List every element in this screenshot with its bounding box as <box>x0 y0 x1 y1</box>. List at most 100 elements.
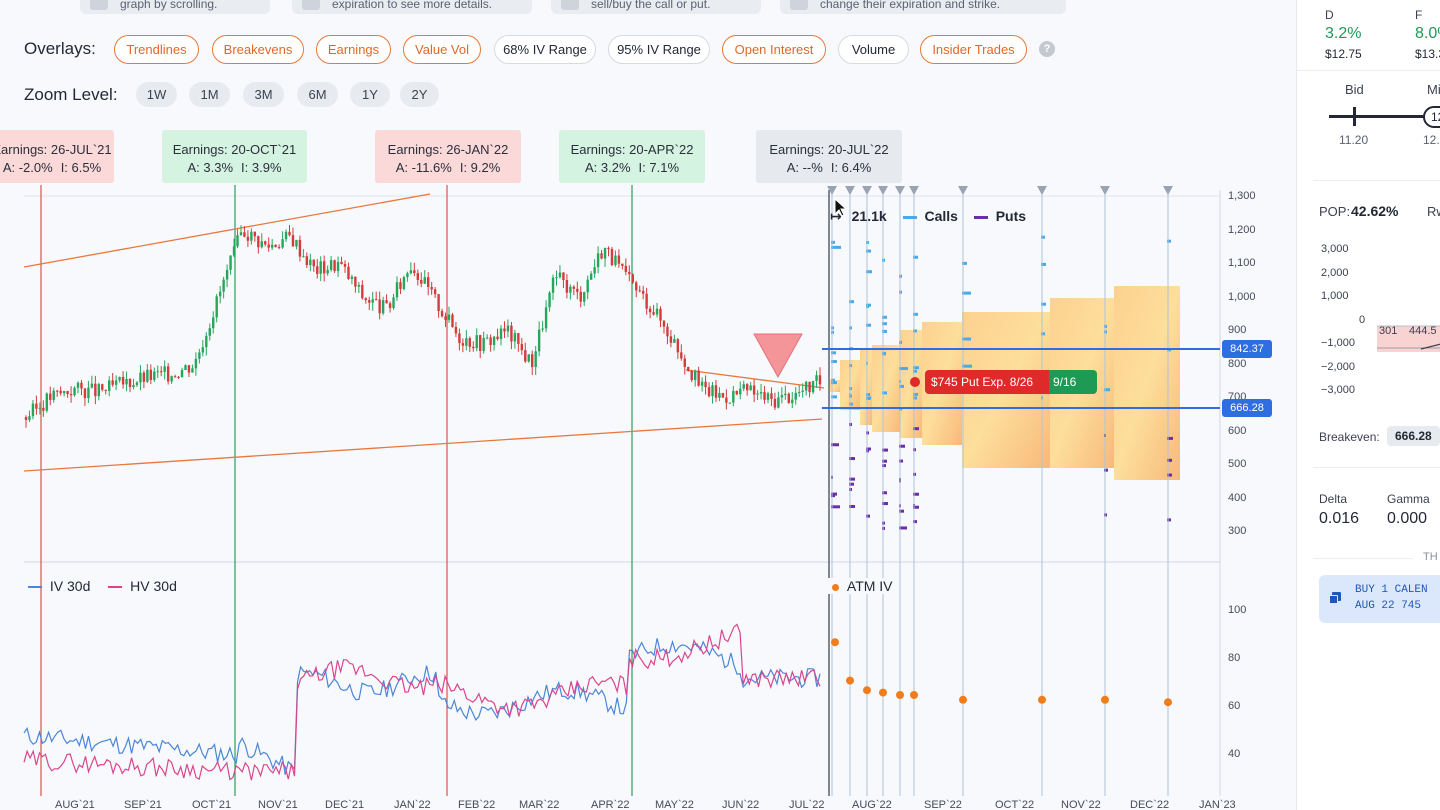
atm-iv-point <box>910 691 918 699</box>
trade-dot[interactable] <box>910 377 920 387</box>
open-interest-icon: ↦ <box>830 208 842 224</box>
mid-value: 12. <box>1423 133 1440 147</box>
mid-price-handle[interactable]: 12. <box>1423 106 1440 128</box>
expiration-marker[interactable] <box>862 186 872 195</box>
candle-body <box>257 236 260 248</box>
price-tick: 1,000 <box>1228 290 1256 303</box>
candle-body <box>725 397 728 403</box>
breakeven-lines <box>822 348 1220 409</box>
put-oi-bar <box>882 448 888 452</box>
candle-body <box>305 256 309 266</box>
candle-body <box>447 314 451 320</box>
iv-label: IV 30d <box>49 578 91 594</box>
expiration-marker[interactable] <box>1163 186 1173 195</box>
candle-body <box>492 336 496 345</box>
call-oi-bar <box>831 360 837 364</box>
pl-tick: 1,000 <box>1321 290 1349 302</box>
price-tick: 500 <box>1228 458 1247 470</box>
expiration-marker[interactable] <box>1100 186 1110 195</box>
candle-body <box>499 328 503 340</box>
zoom-1m-button[interactable]: 1M <box>189 82 230 107</box>
puts-label: Puts <box>995 208 1027 224</box>
earnings-actual: A: -2.0% <box>2 160 53 175</box>
candle-body <box>610 249 614 266</box>
expiration-marker[interactable] <box>827 186 837 195</box>
candle-body <box>475 335 478 349</box>
earnings-box[interactable]: Earnings: 26-JAN`22 A: -11.6% I: 9.2% <box>375 130 521 183</box>
put-oi-bar <box>913 427 919 431</box>
candle-body <box>735 390 738 395</box>
candle-body <box>260 241 263 248</box>
pop-value: 42.62% <box>1351 203 1399 219</box>
overlay-value-vol[interactable]: Value Vol <box>403 35 481 64</box>
candle-body <box>277 247 281 249</box>
hint-text: sell/buy the call or put. <box>591 0 711 11</box>
overlay-breakevens[interactable]: Breakevens <box>212 35 304 64</box>
candle-body <box>569 286 572 293</box>
value-vol-block <box>872 345 900 432</box>
candle-body <box>711 385 714 397</box>
candle-body <box>683 358 686 368</box>
candle-body <box>728 402 732 404</box>
candle-body <box>170 376 173 382</box>
overlay-open-interest[interactable]: Open Interest <box>722 35 826 64</box>
expiration-marker[interactable] <box>845 186 855 195</box>
expiration-marker[interactable] <box>958 186 968 195</box>
candle-body <box>763 392 766 400</box>
zoom-1w-button[interactable]: 1W <box>136 82 177 107</box>
candle-body <box>329 260 333 270</box>
earnings-title: Earnings: 26-JUL`21 <box>0 142 112 157</box>
candle-body <box>700 381 704 386</box>
expiration-marker[interactable] <box>878 186 888 195</box>
call-oi-bar <box>913 329 917 333</box>
time-tick: JAN`23 <box>1199 799 1236 810</box>
candle-body <box>766 393 770 400</box>
candle-body <box>440 311 444 317</box>
candle-body <box>90 383 94 388</box>
call-oi-bar <box>831 395 837 399</box>
candle-body <box>368 300 371 303</box>
overlay-68-iv-range[interactable]: 68% IV Range <box>494 35 596 64</box>
candle-body <box>302 256 305 258</box>
order-summary[interactable]: BUY 1 CALEN AUG 22 745 <box>1319 575 1440 623</box>
atm-iv-point <box>1101 695 1109 704</box>
trade-badge[interactable]: $745 Put Exp. 8/26 9/16 <box>925 370 1097 394</box>
candle-body <box>617 255 621 264</box>
expiration-markers[interactable] <box>827 186 1173 195</box>
zoom-1y-button[interactable]: 1Y <box>350 82 390 107</box>
put-oi-bar <box>866 447 871 451</box>
bid-label: Bid <box>1345 82 1364 97</box>
leg-d-pct: 3.2% <box>1325 25 1362 42</box>
expiration-marker[interactable] <box>1037 186 1047 195</box>
overlay-volume[interactable]: Volume <box>838 35 909 64</box>
copy-icon[interactable] <box>1329 592 1341 604</box>
time-tick: JAN`22 <box>394 799 431 810</box>
candle-body <box>184 365 187 370</box>
zoom-3m-button[interactable]: 3M <box>243 82 284 107</box>
zoom-2y-button[interactable]: 2Y <box>400 82 439 107</box>
expiration-marker[interactable] <box>895 186 905 195</box>
expiration-marker[interactable] <box>909 186 919 195</box>
candle-body <box>298 239 302 257</box>
price-tick: 600 <box>1228 424 1247 437</box>
earnings-box[interactable]: Earnings: 26-JUL`21 A: -2.0% I: 6.5% <box>0 130 114 183</box>
price-slider-track[interactable] <box>1329 115 1440 118</box>
overlay-trendlines[interactable]: Trendlines <box>114 35 199 64</box>
overlay-95-iv-range[interactable]: 95% IV Range <box>608 35 710 64</box>
hint-text: change their expiration and strike. <box>820 0 1001 11</box>
help-icon[interactable]: ? <box>1039 41 1055 57</box>
pl-tick: 3,000 <box>1321 243 1349 255</box>
price-chart[interactable] <box>0 185 1296 810</box>
overlay-earnings[interactable]: Earnings <box>316 35 391 64</box>
atm-iv-point <box>959 695 967 704</box>
insider-trade-marker[interactable] <box>753 333 803 379</box>
time-tick: MAR`22 <box>519 799 560 810</box>
earnings-box[interactable]: Earnings: 20-JUL`22 A: --% I: 6.4% <box>756 130 902 183</box>
zoom-6m-button[interactable]: 6M <box>297 82 338 107</box>
earnings-box[interactable]: Earnings: 20-APR`22 A: 3.2% I: 7.1% <box>559 130 705 183</box>
candle-body <box>114 380 118 385</box>
candle-body <box>510 325 513 342</box>
earnings-box[interactable]: Earnings: 20-OCT`21 A: 3.3% I: 3.9% <box>162 130 307 183</box>
time-tick: AUG`22 <box>852 799 892 810</box>
overlay-insider-trades[interactable]: Insider Trades <box>920 35 1027 64</box>
